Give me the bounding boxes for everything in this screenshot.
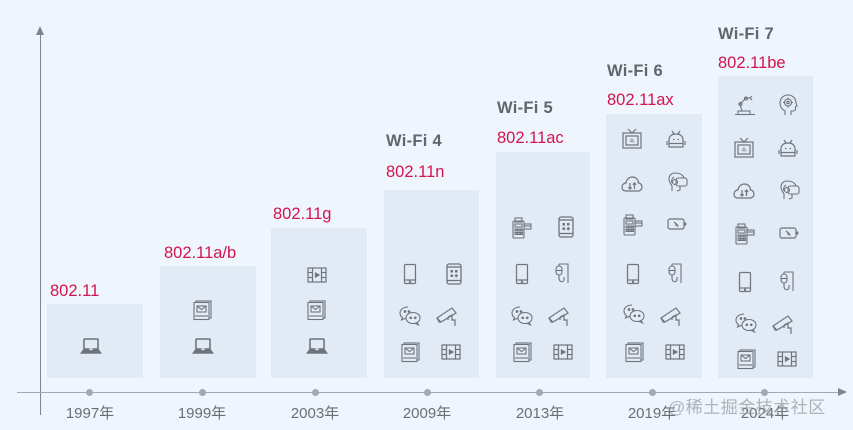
email-icon [305, 298, 329, 322]
laptop-icon [305, 334, 329, 358]
chat-icon [734, 311, 758, 335]
vr-headset-icon [778, 178, 802, 202]
tick-2013 [536, 389, 543, 396]
year-label-2003: 2003年 [290, 405, 340, 422]
chat-icon [398, 304, 422, 328]
battery-charging-icon [665, 212, 689, 236]
tick-2024 [761, 389, 768, 396]
standard-label-802-11be: 802.11be [718, 54, 786, 72]
tv-4k-icon [732, 136, 756, 160]
tick-2003 [312, 389, 319, 396]
y-axis-arrow-icon [36, 26, 44, 35]
standard-label-802-11: 802.11 [50, 282, 100, 300]
standard-label-802-11g: 802.11g [273, 205, 332, 223]
tick-2019 [649, 389, 656, 396]
robot-icon [776, 137, 800, 161]
robot-icon [664, 128, 688, 152]
pos-terminal-icon [510, 216, 534, 240]
generation-box-2009 [384, 190, 479, 378]
vr-headset-icon [666, 170, 690, 194]
battery-charging-icon [777, 221, 801, 245]
phone-icon [733, 270, 757, 294]
generation-box-2024 [718, 76, 813, 378]
chat-icon [510, 304, 534, 328]
year-label-2019: 2019年 [627, 405, 677, 422]
laptop-icon [79, 334, 103, 358]
wifi-generation-label-7: Wi-Fi 7 [718, 25, 775, 43]
year-label-1999: 1999年 [177, 405, 227, 422]
generation-box-1999 [160, 266, 256, 378]
video-icon [305, 263, 329, 287]
laptop-icon [191, 334, 215, 358]
wifi-generation-label-5: Wi-Fi 5 [497, 99, 554, 117]
chat-icon [622, 302, 646, 326]
ai-head-icon [776, 93, 800, 117]
video-icon [439, 340, 463, 364]
watermark: @稀土掘金技术社区 [668, 398, 826, 417]
generation-box-1997 [47, 304, 143, 378]
iv-drip-icon [774, 270, 798, 294]
standard-label-802-11n: 802.11n [386, 163, 445, 181]
security-camera-icon [547, 304, 571, 328]
phone-icon [510, 262, 534, 286]
tablet-apps-icon [554, 215, 578, 239]
standard-label-802-11ax: 802.11ax [607, 91, 674, 109]
email-icon [399, 340, 423, 364]
email-icon [735, 347, 759, 371]
phone-icon [398, 262, 422, 286]
wifi-generation-label-4: Wi-Fi 4 [386, 132, 443, 150]
year-label-2013: 2013年 [515, 405, 565, 422]
security-camera-icon [771, 312, 795, 336]
year-label-2009: 2009年 [402, 405, 452, 422]
wifi-generation-label-6: Wi-Fi 6 [607, 62, 664, 80]
iv-drip-icon [662, 262, 686, 286]
pos-terminal-icon [621, 213, 645, 237]
email-icon [623, 340, 647, 364]
year-label-1997: 1997年 [65, 405, 115, 422]
year-label-2024: 2024年 [740, 405, 790, 422]
generation-box-2013 [496, 152, 590, 378]
iv-drip-icon [549, 262, 573, 286]
email-icon [511, 340, 535, 364]
robot-arm-icon [733, 93, 757, 117]
x-axis-arrow-icon [838, 388, 847, 396]
tablet-apps-icon [442, 262, 466, 286]
email-icon [191, 298, 215, 322]
video-icon [775, 347, 799, 371]
tick-1999 [199, 389, 206, 396]
cloud-sync-icon [732, 179, 756, 203]
standard-label-802-11ab: 802.11a/b [164, 244, 237, 262]
video-icon [663, 340, 687, 364]
tv-4k-icon [620, 127, 644, 151]
tick-2009 [424, 389, 431, 396]
cloud-sync-icon [620, 172, 644, 196]
generation-box-2019 [606, 114, 702, 378]
security-camera-icon [435, 304, 459, 328]
y-axis [40, 32, 41, 415]
standard-label-802-11ac: 802.11ac [497, 129, 564, 147]
security-camera-icon [659, 304, 683, 328]
tick-1997 [86, 389, 93, 396]
video-icon [551, 340, 575, 364]
phone-icon [621, 262, 645, 286]
pos-terminal-icon [733, 222, 757, 246]
